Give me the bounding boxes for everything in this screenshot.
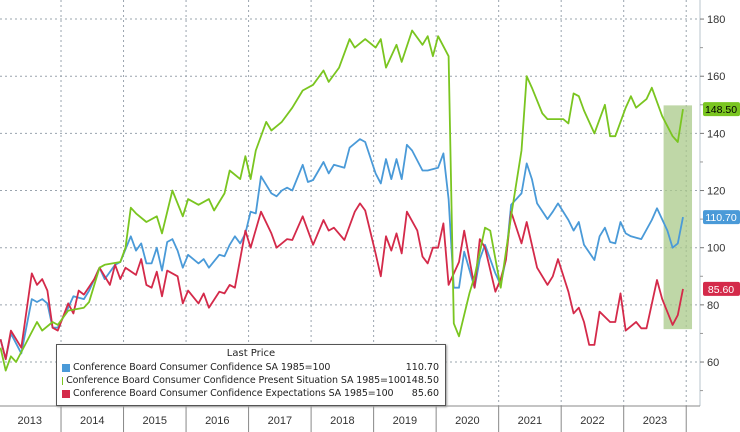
legend-label: Conference Board Consumer Confidence SA … — [73, 362, 331, 373]
series-line-0 — [0, 138, 684, 361]
y-tick-label: 80 — [707, 300, 719, 312]
x-tick-label: 2022 — [580, 415, 604, 427]
y-tick-label: 160 — [707, 71, 725, 83]
legend-item-expectations: Conference Board Consumer Confidence Exp… — [57, 387, 445, 400]
last-value-badge — [703, 281, 740, 296]
x-tick-label: 2018 — [330, 415, 354, 427]
last-value-badge — [703, 102, 740, 117]
x-tick-label: 2017 — [268, 415, 292, 427]
x-tick-label: 2015 — [143, 415, 167, 427]
legend-item-present-situation: Conference Board Consumer Confidence Pre… — [57, 374, 445, 387]
legend-label: Conference Board Consumer Confidence Exp… — [73, 388, 394, 399]
legend-value: 110.70 — [405, 362, 439, 373]
legend: Last Price Conference Board Consumer Con… — [56, 344, 446, 406]
legend-swatch — [62, 363, 70, 372]
last-value-labels: 110.70 148.50 85.60 — [703, 102, 740, 296]
last-value-label: 110.70 — [705, 212, 736, 224]
legend-value: 148.50 — [405, 375, 439, 386]
x-tick-label: 2021 — [518, 415, 542, 427]
y-tick-label: 100 — [707, 243, 725, 255]
legend-label: Conference Board Consumer Confidence Pre… — [66, 375, 406, 386]
y-tick-label: 60 — [707, 357, 719, 369]
x-tick-label: 2014 — [80, 415, 104, 427]
legend-title: Last Price — [226, 348, 276, 359]
last-value-label: 148.50 — [705, 104, 737, 116]
x-tick-label: 2020 — [455, 415, 479, 427]
series-lines — [0, 29, 684, 372]
legend-swatch — [62, 389, 70, 398]
x-tick-label: 2019 — [393, 415, 417, 427]
legend-swatch — [62, 376, 64, 385]
series-line-1 — [0, 29, 684, 372]
x-tick-label: 2023 — [643, 415, 667, 427]
y-axis: 60 80 100 120 140 160 180 — [699, 0, 725, 406]
y-tick-label: 180 — [707, 14, 725, 26]
x-tick-label: 2013 — [18, 415, 42, 427]
last-value-badge — [703, 210, 740, 225]
last-value-label: 85.60 — [708, 284, 734, 296]
gridlines — [0, 0, 700, 406]
legend-value: 85.60 — [411, 388, 439, 399]
x-tick-label: 2016 — [205, 415, 229, 427]
y-tick-label: 120 — [707, 186, 725, 198]
legend-item-headline: Conference Board Consumer Confidence SA … — [57, 361, 445, 374]
y-tick-label: 140 — [707, 128, 725, 140]
x-axis: 2013 2014 2015 2016 2017 2018 2019 2020 2021 2022… — [0, 405, 700, 432]
series-line-2 — [0, 202, 684, 361]
